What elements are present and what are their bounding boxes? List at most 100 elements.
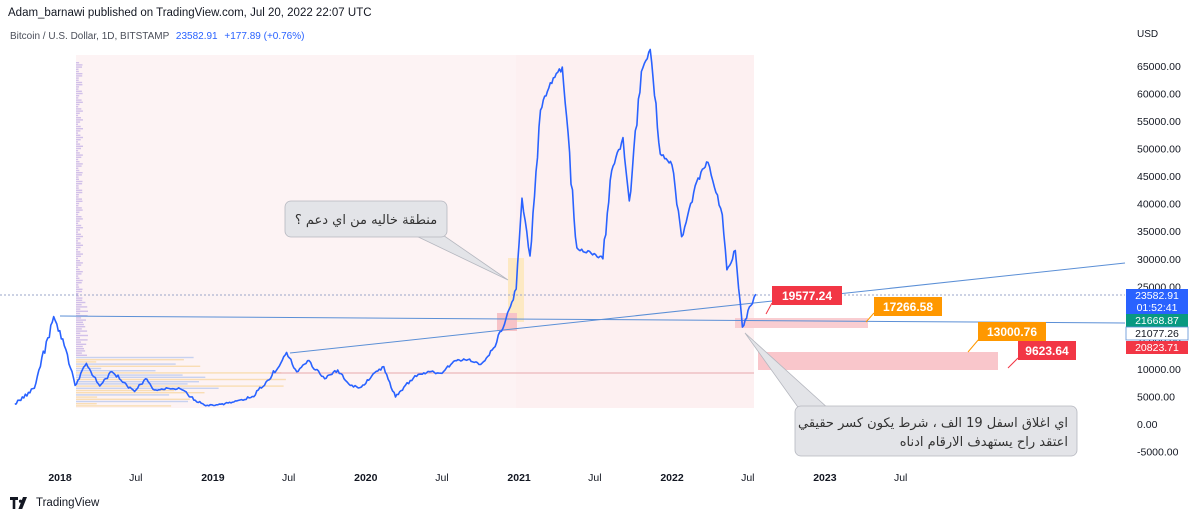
volume-profile-bar xyxy=(76,209,83,211)
callout-text-2b: اعتقد راح يستهدف الارقام ادناه xyxy=(900,435,1068,450)
volume-profile-bar xyxy=(76,343,87,345)
volume-profile-bar xyxy=(76,352,82,354)
volume-profile-bar xyxy=(76,385,284,387)
volume-profile-bar xyxy=(76,273,82,275)
volume-profile-bar xyxy=(76,389,175,392)
volume-profile-bar xyxy=(76,198,82,200)
volume-profile-bar xyxy=(76,299,83,301)
support-zone-1 xyxy=(735,318,868,328)
axis-box-white xyxy=(1125,326,1189,341)
volume-profile-bar xyxy=(76,293,79,295)
price-tick-label: 50000.00 xyxy=(1137,144,1181,156)
volume-profile-bar xyxy=(76,229,80,231)
volume-profile-bar xyxy=(76,92,83,95)
volume-profile-bar xyxy=(76,62,80,64)
volume-profile-bar xyxy=(76,334,88,337)
volume-profile-bar xyxy=(76,187,79,189)
volume-profile-bar xyxy=(76,200,83,202)
price-series-line xyxy=(14,48,757,407)
volume-profile-bar xyxy=(76,123,78,125)
volume-profile-bar xyxy=(76,381,199,383)
time-axis[interactable]: 2018 Jul 2019 Jul 2020 Jul 2021 Jul 2022 Jul 2023 J… xyxy=(48,472,907,484)
volume-profile-bar xyxy=(76,220,80,222)
volume-profile-bar xyxy=(76,194,79,196)
volume-profile-bar xyxy=(76,132,78,134)
axis-text-green: 21668.87 xyxy=(1135,315,1179,327)
price-tick-label: 60000.00 xyxy=(1137,89,1181,101)
publisher-line: Adam_barnawi published on TradingView.co… xyxy=(8,7,372,19)
axis-label-last: 23582.91 01:52:41 xyxy=(1126,289,1188,314)
volume-profile-bar xyxy=(76,295,79,297)
target-pointer-17266 xyxy=(865,312,875,323)
target-box-17266 xyxy=(874,297,942,316)
time-tick-label: Jul xyxy=(894,472,907,484)
volume-profile-bar xyxy=(76,394,170,396)
time-tick-label: Jul xyxy=(741,472,754,484)
volume-profile-bar xyxy=(76,90,82,92)
volume-profile-bar xyxy=(76,244,83,246)
callout-box-1 xyxy=(284,200,448,238)
volume-profile-bar xyxy=(76,301,86,304)
axis-text-countdown: 01:52:41 xyxy=(1137,302,1178,314)
time-tick-label: 2020 xyxy=(354,472,378,484)
volume-profile-bar xyxy=(76,361,97,363)
volume-profile-bar xyxy=(76,268,80,271)
volume-profile-bar xyxy=(76,317,82,319)
volume-profile-bar xyxy=(76,240,78,242)
time-tick-label: Jul xyxy=(435,472,448,484)
last-price: 23582.91 xyxy=(175,31,218,42)
volume-profile-bar xyxy=(76,136,83,139)
volume-profile-bar xyxy=(76,400,188,403)
volume-profile-bar xyxy=(76,374,183,376)
volume-profile-bar xyxy=(76,405,172,407)
volume-profile-bar xyxy=(76,350,86,352)
volume-profile-bar xyxy=(76,224,82,227)
volume-profile-bar xyxy=(76,257,78,260)
target-text-13000: 13000.76 xyxy=(987,325,1037,339)
support-zone-2 xyxy=(758,352,998,370)
volume-profile-bar xyxy=(76,328,82,330)
volume-profile-bar xyxy=(76,323,84,326)
volume-profile-bar xyxy=(76,288,83,290)
target-pointer-19577 xyxy=(765,302,773,315)
volume-profile-bar xyxy=(76,255,81,257)
volume-profile-bar xyxy=(76,163,83,165)
volume-profile-bar xyxy=(76,121,81,123)
volume-profile-bar xyxy=(76,167,79,169)
volume-profile-bar xyxy=(76,356,194,359)
volume-profile-bar xyxy=(76,319,86,321)
volume-profile-bar xyxy=(76,196,79,198)
target-label-19577: 19577.24 xyxy=(765,286,842,315)
volume-profile-bar xyxy=(76,156,82,158)
volume-profile-bar xyxy=(76,64,83,66)
volume-profile-bar xyxy=(76,345,83,348)
red-breakout-zone xyxy=(497,313,517,331)
price-tick-label: 30000.00 xyxy=(1137,254,1181,266)
target-label-13000: 13000.76 xyxy=(967,322,1046,353)
volume-profile-bar xyxy=(76,238,81,240)
volume-profile-bar xyxy=(76,279,83,282)
tradingview-brand[interactable]: TradingView xyxy=(10,497,99,509)
volume-profile-bar xyxy=(76,396,98,398)
volume-profile-bar xyxy=(76,387,219,389)
price-axis[interactable]: 65000.00 60000.00 55000.00 50000.00 45000.00… xyxy=(1137,61,1181,459)
volume-profile-bar xyxy=(76,141,78,143)
volume-profile-bar xyxy=(76,231,78,233)
callout-box-2 xyxy=(794,405,1078,457)
volume-profile-bar xyxy=(76,264,82,266)
volume-profile-bar xyxy=(76,202,80,205)
volume-profile-bar xyxy=(76,213,79,216)
axis-box-red xyxy=(1126,341,1188,354)
volume-profile-bar xyxy=(76,339,88,341)
target-text-19577: 19577.24 xyxy=(782,289,832,303)
target-box-9623 xyxy=(1018,341,1076,360)
volume-profile-bar xyxy=(76,216,82,218)
volume-profile-bar xyxy=(76,172,83,174)
volume-profile-bar xyxy=(76,363,176,365)
time-tick-label: 2022 xyxy=(660,472,684,484)
time-tick-label: 2018 xyxy=(48,472,72,484)
volume-profile-bar xyxy=(76,97,79,99)
volume-profile-bar xyxy=(76,277,80,279)
volume-profile-bar xyxy=(76,139,81,141)
